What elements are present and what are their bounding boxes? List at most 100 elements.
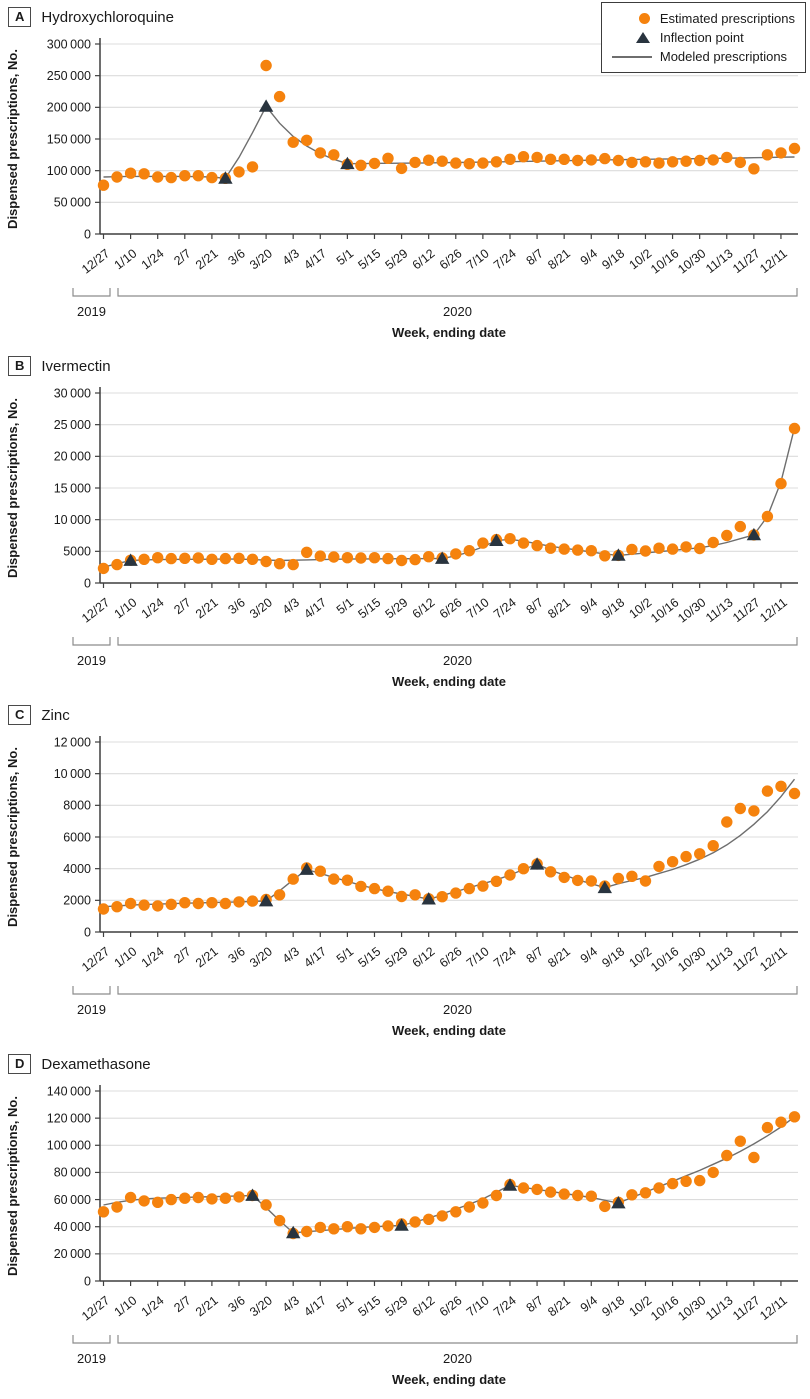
svg-text:4000: 4000 <box>63 862 91 876</box>
svg-text:150 000: 150 000 <box>47 132 91 146</box>
x-axis-title: Week, ending date <box>392 325 506 340</box>
gridlines <box>100 741 798 901</box>
estimated-points <box>97 1111 801 1240</box>
svg-text:9/4: 9/4 <box>578 1293 600 1315</box>
year-label-2019: 2019 <box>77 653 106 668</box>
svg-text:250 000: 250 000 <box>47 69 91 83</box>
svg-text:300 000: 300 000 <box>47 37 91 51</box>
model-line <box>103 105 795 180</box>
svg-text:10/30: 10/30 <box>675 595 708 625</box>
legend-item-estimated: Estimated prescriptions <box>610 9 795 28</box>
svg-text:12/11: 12/11 <box>757 595 790 625</box>
svg-text:1/24: 1/24 <box>139 944 167 970</box>
chart-hydroxychloroquine: 0 50 000 100 000 150 000 200 000 250 000 300 0… <box>5 37 801 340</box>
svg-text:12/27: 12/27 <box>79 1293 112 1323</box>
svg-text:40 000: 40 000 <box>54 1220 91 1234</box>
svg-text:10/16: 10/16 <box>648 1293 681 1323</box>
svg-text:9/18: 9/18 <box>599 1293 627 1319</box>
svg-text:10/30: 10/30 <box>675 246 708 276</box>
gridlines <box>100 1090 798 1255</box>
svg-text:2/7: 2/7 <box>171 944 193 966</box>
svg-text:2/7: 2/7 <box>171 1293 193 1315</box>
svg-text:5/15: 5/15 <box>356 246 384 272</box>
modeled-line-icon <box>610 55 652 58</box>
svg-text:1/10: 1/10 <box>112 595 140 621</box>
x-axis: 12/27 1/10 1/24 2/7 2/21 3/6 3/20 4/3 4/17 5/1 5/1… <box>79 931 798 975</box>
svg-text:10 000: 10 000 <box>54 513 91 527</box>
model-line <box>103 778 796 908</box>
svg-text:2/21: 2/21 <box>193 595 221 621</box>
svg-text:1/24: 1/24 <box>139 246 167 272</box>
svg-text:11/13: 11/13 <box>703 944 736 974</box>
svg-text:4/17: 4/17 <box>301 1293 329 1319</box>
legend-item-modeled: Modeled prescriptions <box>610 47 795 66</box>
svg-text:0: 0 <box>84 1274 91 1288</box>
svg-text:5/1: 5/1 <box>334 944 356 966</box>
svg-text:8/21: 8/21 <box>545 246 573 272</box>
svg-text:5/15: 5/15 <box>356 595 384 621</box>
svg-text:60 000: 60 000 <box>54 1193 91 1207</box>
svg-text:7/10: 7/10 <box>464 246 492 272</box>
svg-text:4/3: 4/3 <box>280 1293 302 1315</box>
svg-text:0: 0 <box>84 925 91 939</box>
x-axis: 12/27 1/10 1/24 2/7 2/21 3/6 3/20 4/3 4/17 5/1 5/1… <box>79 1280 798 1324</box>
svg-text:2/7: 2/7 <box>171 595 193 617</box>
svg-text:3/6: 3/6 <box>226 944 248 966</box>
svg-text:6/26: 6/26 <box>437 246 465 272</box>
legend-label: Inflection point <box>659 30 744 45</box>
chart-ivermectin: 0 5000 10 000 15 000 20 000 25 000 30 000 Dispe… <box>5 386 801 689</box>
svg-text:6/12: 6/12 <box>410 944 438 970</box>
inflection-triangle-icon <box>610 32 652 43</box>
svg-text:25 000: 25 000 <box>54 418 91 432</box>
svg-text:2/21: 2/21 <box>193 246 221 272</box>
svg-text:3/6: 3/6 <box>226 1293 248 1315</box>
svg-text:9/18: 9/18 <box>599 595 627 621</box>
svg-text:7/10: 7/10 <box>464 944 492 970</box>
chart-dexamethasone: 0 20 000 40 000 60 000 80 000 100 000 120 000 1… <box>5 1084 801 1387</box>
svg-text:5/29: 5/29 <box>383 944 411 970</box>
svg-text:6/12: 6/12 <box>410 246 438 272</box>
panel-a: A Hydroxychloroquine Estimated prescript… <box>0 2 810 342</box>
svg-text:8/7: 8/7 <box>524 246 546 268</box>
svg-text:0: 0 <box>84 227 91 241</box>
svg-text:7/24: 7/24 <box>491 595 519 621</box>
svg-text:1/24: 1/24 <box>139 595 167 621</box>
year-brackets: 2019 2020 <box>72 1335 798 1366</box>
svg-text:5/15: 5/15 <box>356 1293 384 1319</box>
panel-d-header: D Dexamethasone <box>8 1053 810 1075</box>
svg-text:6/26: 6/26 <box>437 1293 465 1319</box>
year-brackets: 2019 2020 <box>72 288 798 319</box>
svg-text:11/13: 11/13 <box>703 246 736 276</box>
year-label-2019: 2019 <box>77 1351 106 1366</box>
svg-text:11/27: 11/27 <box>730 595 763 625</box>
inflection-markers <box>123 527 762 566</box>
svg-text:50 000: 50 000 <box>54 196 91 210</box>
svg-text:9/18: 9/18 <box>599 246 627 272</box>
y-axis-title: Dispensed prescriptions, No. <box>5 747 20 927</box>
svg-text:12/27: 12/27 <box>79 246 112 276</box>
legend-item-inflection: Inflection point <box>610 28 795 47</box>
year-brackets: 2019 2020 <box>72 637 798 668</box>
inflection-markers <box>218 99 355 184</box>
svg-text:10/16: 10/16 <box>648 246 681 276</box>
svg-text:8/7: 8/7 <box>524 944 546 966</box>
panel-c-header: C Zinc <box>8 704 810 726</box>
chart-zinc: 0 2000 4000 6000 8000 10 000 12 000 Dispensed p… <box>5 735 801 1038</box>
model-line <box>103 427 796 568</box>
svg-text:10/16: 10/16 <box>648 595 681 625</box>
svg-text:11/27: 11/27 <box>730 944 763 974</box>
panel-a-header: A Hydroxychloroquine <box>8 6 810 28</box>
year-label-2019: 2019 <box>77 1002 106 1017</box>
panel-d: D Dexamethasone 0 20 000 40 000 60 000 80 00… <box>0 1053 810 1389</box>
svg-text:30 000: 30 000 <box>54 386 91 400</box>
estimated-points <box>97 59 801 191</box>
svg-text:1/24: 1/24 <box>139 1293 167 1319</box>
svg-text:5/29: 5/29 <box>383 1293 411 1319</box>
svg-text:7/10: 7/10 <box>464 1293 492 1319</box>
svg-text:5/1: 5/1 <box>334 1293 356 1315</box>
year-label-2020: 2020 <box>443 653 472 668</box>
x-axis: 12/27 1/10 1/24 2/7 2/21 3/6 3/20 4/3 4/17 5/1 5/1… <box>79 233 798 277</box>
svg-text:11/13: 11/13 <box>703 595 736 625</box>
svg-text:3/6: 3/6 <box>226 595 248 617</box>
svg-text:10/30: 10/30 <box>675 1293 708 1323</box>
